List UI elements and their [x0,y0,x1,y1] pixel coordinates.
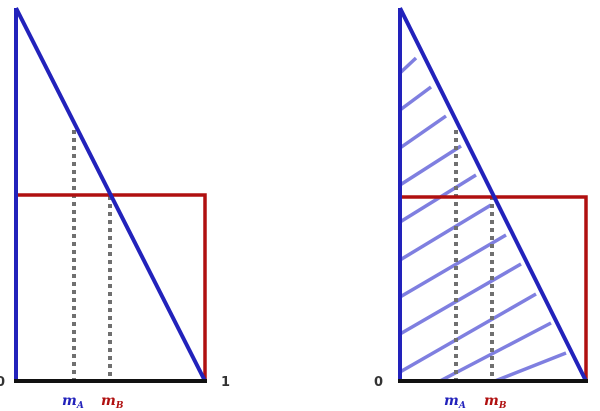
left-blue-diagonal [14,7,207,382]
right-label-ma-sub: A [458,401,466,411]
right-label-mb: mB [484,393,507,411]
hatch-line [399,114,447,150]
right-label-ma-letter: m [444,393,459,409]
right-label-ma: mA [444,393,466,411]
right-blue-diagonal [398,7,588,382]
hatch-line [398,56,418,75]
right-panel: 0 mA mB [374,7,588,411]
hatch-line [399,262,522,336]
left-end-label: 1 [221,375,230,390]
hatch-line [494,351,567,383]
left-label-mb-letter: m [101,393,116,409]
left-origin-label: 0 [0,375,5,390]
left-label-ma: mA [62,393,84,411]
right-label-mb-letter: m [484,393,499,409]
right-hatch [398,56,567,383]
left-label-ma-letter: m [62,393,77,409]
hatch-line [399,203,492,262]
right-origin-label: 0 [374,375,383,390]
hatch-line [399,233,507,299]
right-red-rectangle [400,195,588,381]
hatch-line [399,292,537,374]
hatch-line [399,144,462,187]
left-label-mb-sub: B [115,401,124,411]
hatch-line [439,321,552,383]
left-panel: 0 1 mA mB [0,7,230,411]
left-label-ma-sub: A [76,401,84,411]
left-red-rectangle [16,193,207,381]
left-label-mb: mB [101,393,124,411]
right-label-mb-sub: B [498,401,507,411]
hatch-line [398,85,433,112]
